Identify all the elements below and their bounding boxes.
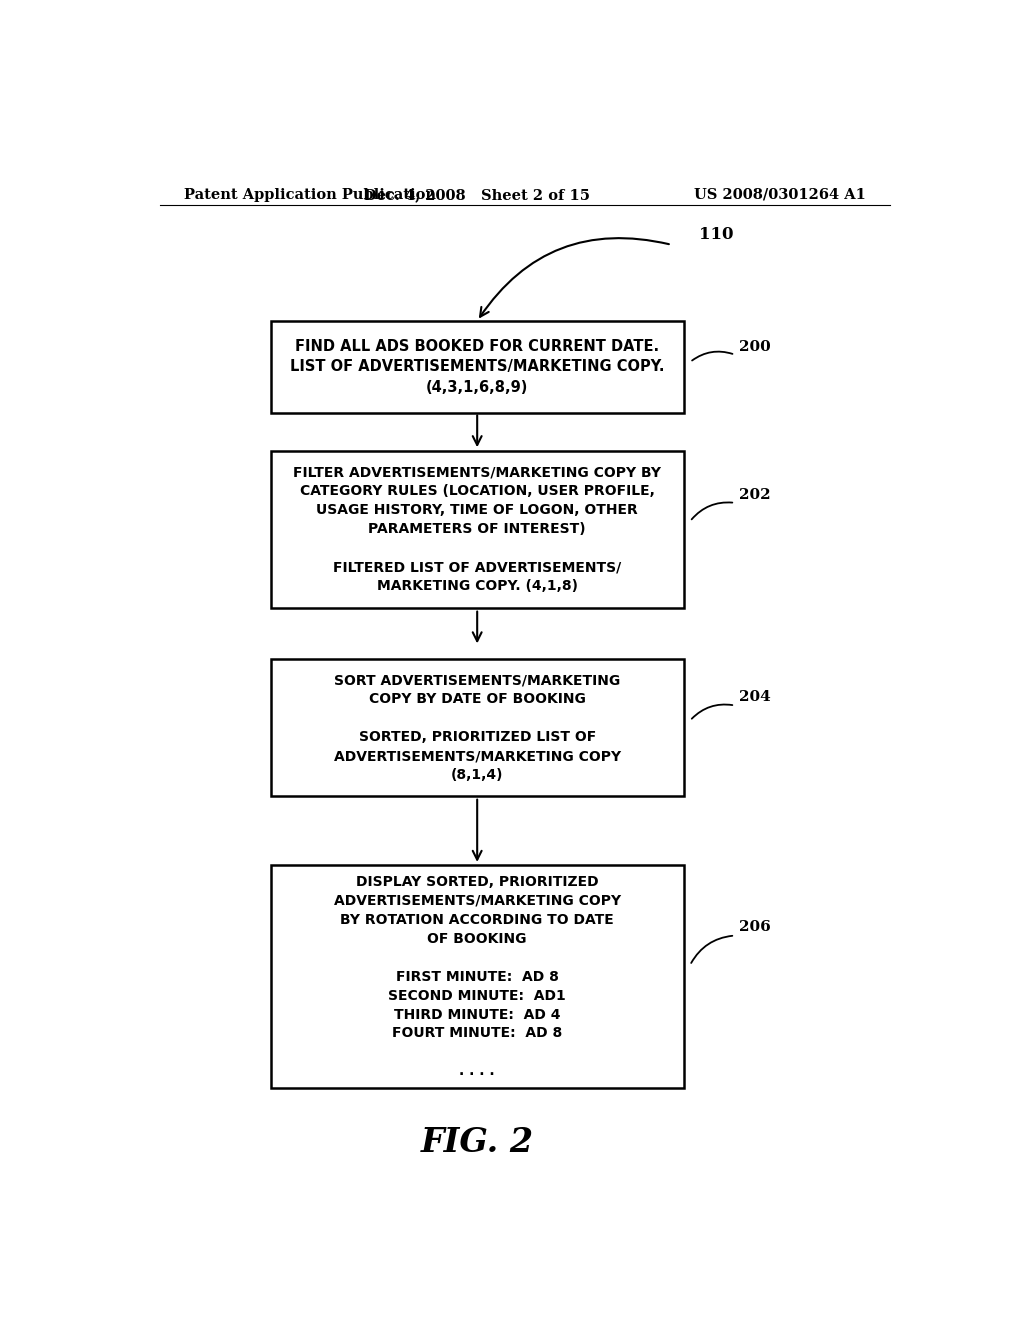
FancyBboxPatch shape bbox=[270, 321, 684, 412]
Text: FIND ALL ADS BOOKED FOR CURRENT DATE.
LIST OF ADVERTISEMENTS/MARKETING COPY.
(4,: FIND ALL ADS BOOKED FOR CURRENT DATE. LI… bbox=[290, 339, 665, 395]
Text: DISPLAY SORTED, PRIORITIZED
ADVERTISEMENTS/MARKETING COPY
BY ROTATION ACCORDING : DISPLAY SORTED, PRIORITIZED ADVERTISEMEN… bbox=[334, 875, 621, 1078]
Text: FILTER ADVERTISEMENTS/MARKETING COPY BY
CATEGORY RULES (LOCATION, USER PROFILE,
: FILTER ADVERTISEMENTS/MARKETING COPY BY … bbox=[293, 466, 662, 593]
FancyBboxPatch shape bbox=[270, 659, 684, 796]
Text: Dec. 4, 2008   Sheet 2 of 15: Dec. 4, 2008 Sheet 2 of 15 bbox=[365, 187, 590, 202]
Text: 110: 110 bbox=[699, 226, 734, 243]
Text: 200: 200 bbox=[739, 339, 771, 354]
Text: 206: 206 bbox=[739, 920, 771, 935]
FancyBboxPatch shape bbox=[270, 865, 684, 1089]
Text: SORT ADVERTISEMENTS/MARKETING
COPY BY DATE OF BOOKING

SORTED, PRIORITIZED LIST : SORT ADVERTISEMENTS/MARKETING COPY BY DA… bbox=[334, 673, 621, 781]
Text: FIG. 2: FIG. 2 bbox=[421, 1126, 534, 1159]
Text: 202: 202 bbox=[739, 487, 771, 502]
Text: US 2008/0301264 A1: US 2008/0301264 A1 bbox=[694, 187, 866, 202]
Text: 204: 204 bbox=[739, 690, 771, 705]
Text: Patent Application Publication: Patent Application Publication bbox=[183, 187, 435, 202]
FancyBboxPatch shape bbox=[270, 450, 684, 609]
